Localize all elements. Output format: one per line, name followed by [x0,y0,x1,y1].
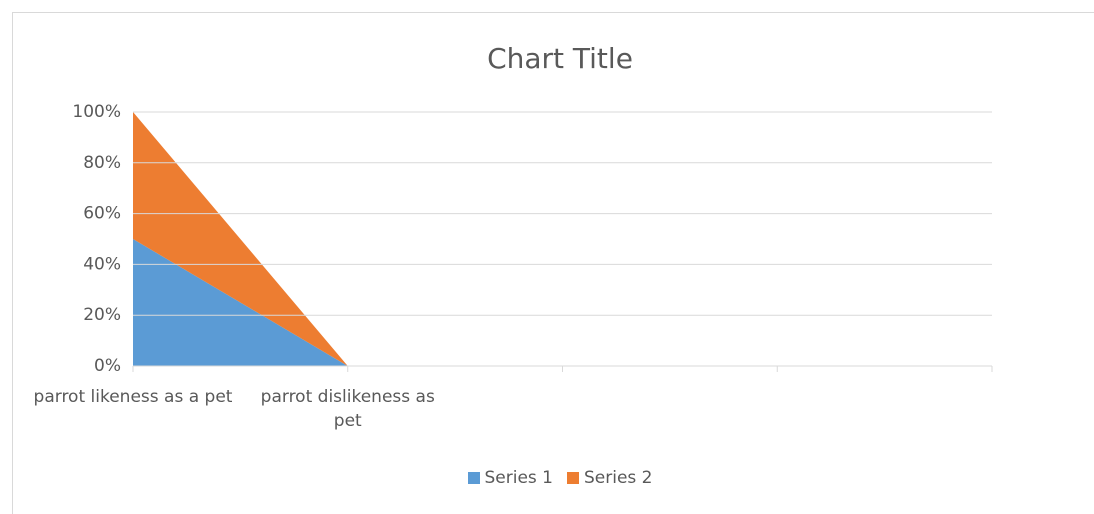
y-tick-label: 100% [72,102,121,122]
legend: Series 1 Series 2 [0,468,1094,488]
legend-label: Series 2 [584,468,653,488]
x-tick-label: parrot dislikeness as pet [260,387,435,431]
area [133,112,348,366]
legend-item: Series 2 [567,468,653,488]
chart-title: Chart Title [487,42,633,75]
y-tick-label: 20% [83,305,121,325]
y-tick-label: 40% [83,254,121,274]
legend-item: Series 1 [467,468,554,488]
legend-swatch [467,472,480,484]
plot-areas [133,112,348,366]
legend-label: Series 1 [484,468,554,488]
y-tick-label: 60% [83,204,121,224]
y-tick-label: 80% [83,153,121,173]
chart-border [12,12,1094,514]
legend-swatch [567,472,579,484]
x-tick-label: parrot likeness as a pet [33,387,233,407]
y-tick-label: 0% [94,356,121,376]
